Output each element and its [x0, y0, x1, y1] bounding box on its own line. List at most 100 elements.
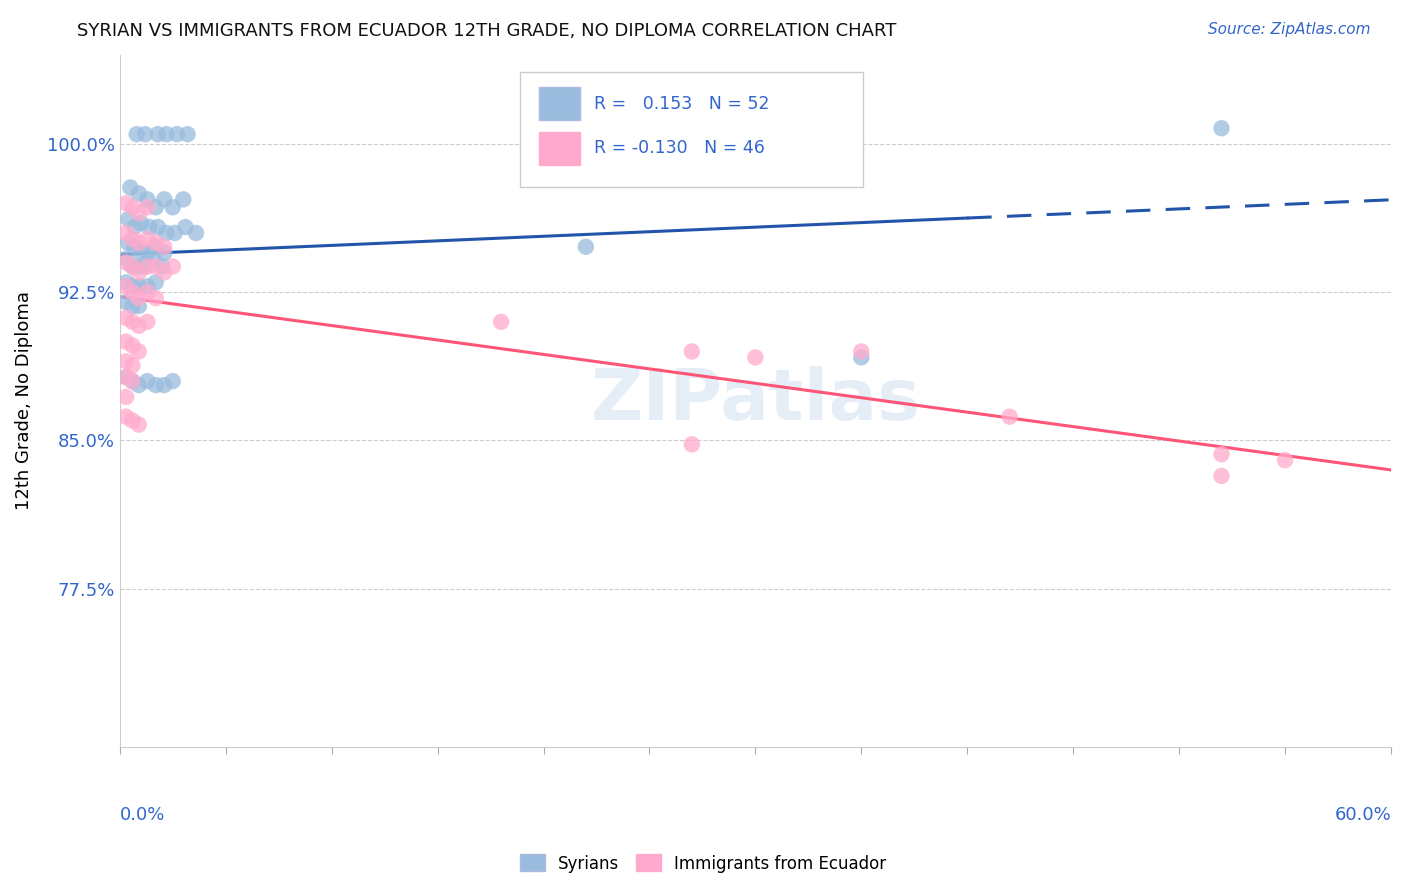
Point: [121, 359, 143, 373]
Point: [851, 344, 873, 359]
Point: [121, 374, 143, 388]
Point: [128, 318, 150, 333]
Point: [184, 226, 207, 240]
Point: [136, 192, 159, 206]
Point: [136, 245, 159, 260]
Point: [129, 245, 152, 260]
Text: 0.0%: 0.0%: [120, 805, 165, 824]
Point: [115, 276, 138, 290]
Point: [121, 260, 143, 274]
Point: [153, 265, 176, 279]
Point: [115, 354, 138, 368]
Point: [115, 279, 138, 293]
Point: [124, 220, 146, 235]
Point: [1274, 453, 1296, 467]
Point: [128, 235, 150, 250]
Point: [121, 374, 143, 388]
Legend: Syrians, Immigrants from Ecuador: Syrians, Immigrants from Ecuador: [513, 847, 893, 880]
Point: [162, 260, 184, 274]
Point: [681, 344, 703, 359]
Point: [851, 351, 873, 365]
Point: [128, 186, 150, 201]
Point: [146, 220, 169, 235]
Y-axis label: 12th Grade, No Diploma: 12th Grade, No Diploma: [15, 292, 32, 510]
Point: [176, 127, 198, 141]
Point: [115, 334, 138, 349]
Point: [121, 279, 143, 293]
Text: 60.0%: 60.0%: [1334, 805, 1391, 824]
Text: Source: ZipAtlas.com: Source: ZipAtlas.com: [1208, 22, 1371, 37]
Point: [174, 220, 197, 235]
Text: R =   0.153   N = 52: R = 0.153 N = 52: [593, 95, 769, 112]
Point: [120, 180, 142, 194]
Point: [166, 127, 188, 141]
Point: [121, 315, 143, 329]
Point: [128, 378, 150, 392]
Point: [136, 374, 159, 388]
Point: [155, 127, 177, 141]
Point: [1211, 469, 1233, 483]
FancyBboxPatch shape: [520, 72, 863, 186]
Point: [153, 240, 176, 254]
Point: [998, 409, 1021, 424]
Point: [136, 315, 159, 329]
Point: [150, 260, 173, 274]
Point: [115, 255, 138, 269]
Point: [121, 285, 143, 300]
Point: [128, 291, 150, 305]
Point: [153, 192, 176, 206]
Point: [163, 226, 186, 240]
Point: [1211, 121, 1233, 136]
Point: [136, 260, 159, 274]
Point: [128, 417, 150, 432]
Point: [121, 200, 143, 214]
Point: [121, 260, 143, 274]
Point: [153, 245, 176, 260]
Point: [145, 260, 167, 274]
FancyBboxPatch shape: [540, 132, 579, 165]
Point: [136, 285, 159, 300]
Point: [115, 370, 138, 384]
Point: [134, 260, 156, 274]
Point: [145, 240, 167, 254]
Point: [128, 260, 150, 274]
Point: [153, 378, 176, 392]
Point: [136, 232, 159, 246]
Point: [136, 200, 159, 214]
Point: [121, 299, 143, 313]
Point: [134, 127, 156, 141]
Text: R = -0.130   N = 46: R = -0.130 N = 46: [593, 139, 765, 158]
Point: [162, 200, 184, 214]
Point: [121, 232, 143, 246]
Point: [155, 226, 177, 240]
Point: [117, 212, 139, 227]
Text: SYRIAN VS IMMIGRANTS FROM ECUADOR 12TH GRADE, NO DIPLOMA CORRELATION CHART: SYRIAN VS IMMIGRANTS FROM ECUADOR 12TH G…: [77, 22, 897, 40]
Text: ZIPatlas: ZIPatlas: [591, 367, 921, 435]
Point: [115, 196, 138, 211]
Point: [115, 310, 138, 325]
Point: [744, 351, 766, 365]
Point: [121, 414, 143, 428]
Point: [117, 235, 139, 250]
Point: [128, 265, 150, 279]
Point: [145, 291, 167, 305]
Point: [115, 295, 138, 310]
Point: [1211, 447, 1233, 461]
Point: [115, 370, 138, 384]
Point: [115, 390, 138, 404]
Point: [128, 344, 150, 359]
Point: [146, 127, 169, 141]
Point: [172, 192, 194, 206]
FancyBboxPatch shape: [540, 87, 579, 120]
Point: [145, 276, 167, 290]
Point: [115, 409, 138, 424]
Point: [145, 200, 167, 214]
Point: [124, 240, 146, 254]
Point: [128, 206, 150, 220]
Point: [125, 127, 148, 141]
Point: [575, 240, 598, 254]
Point: [162, 374, 184, 388]
Point: [142, 252, 165, 266]
Point: [128, 279, 150, 293]
Point: [138, 220, 160, 235]
